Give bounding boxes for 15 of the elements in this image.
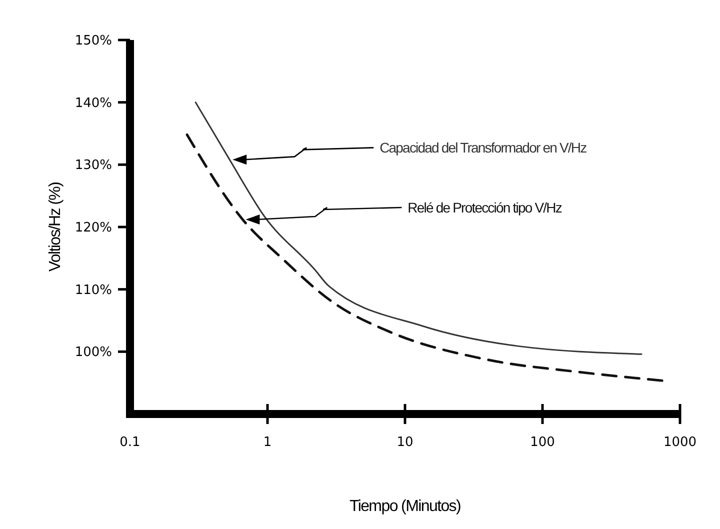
x-tick-label: 10 [396,435,414,450]
x-tick-label: 1000 [663,435,697,450]
y-tick-label: 110% [74,282,112,298]
y-tick-label: 130% [74,158,112,174]
text: Capacidad del Transformador en V/Hz [380,140,588,156]
y-tick-label: 140% [74,96,112,111]
text: Relé de Protección tipo V/Hz [408,199,562,216]
x-tick-label: 100 [530,435,555,450]
y-tick-label: 150% [74,34,112,49]
y-tick-label: 100% [74,345,112,360]
x-tick-label: 0.1 [120,435,140,450]
x-tick-label: 1 [263,435,272,450]
y-axis-title: Voltios/Hz (%) [47,182,64,272]
x-axis-title: Tiempo (Minutos) [349,498,462,515]
y-tick-label: 120% [74,220,112,236]
